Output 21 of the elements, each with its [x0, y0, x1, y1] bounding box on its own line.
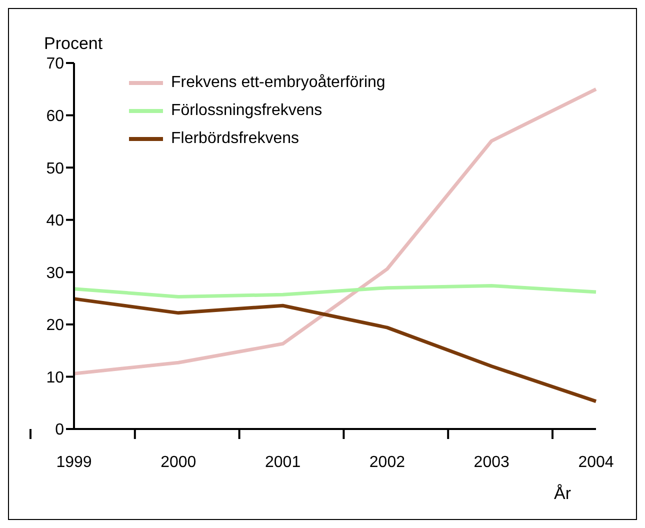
y-tick-label: 20 [46, 317, 64, 334]
y-tick-label: 50 [46, 160, 64, 178]
x-tick-label: 2003 [474, 454, 510, 471]
y-tick-label: 70 [46, 56, 64, 73]
y-tick-label: 30 [46, 264, 64, 282]
y-tick-label: 0 [55, 422, 64, 439]
x-tick-label: 2000 [160, 454, 196, 471]
y-tick-label: 10 [46, 369, 64, 386]
y-tick-label: 40 [46, 212, 64, 230]
y-axis-title: Procent [44, 34, 103, 53]
line-series [72, 284, 598, 298]
x-tick-label: 2004 [578, 454, 614, 471]
x-tick-label: 2002 [369, 454, 406, 471]
line-series [72, 297, 598, 404]
x-tick-label: 1999 [56, 454, 92, 471]
x-axis-title: År [554, 484, 571, 504]
x-tick-label: 2001 [265, 454, 301, 471]
legend-label: Flerbördsfrekvens [171, 129, 300, 149]
legend-label: Förlossningsfrekvens [171, 101, 322, 121]
y-tick-label: 60 [46, 108, 64, 125]
legend-label: Frekvens ett-embryoåterföring [171, 73, 386, 93]
